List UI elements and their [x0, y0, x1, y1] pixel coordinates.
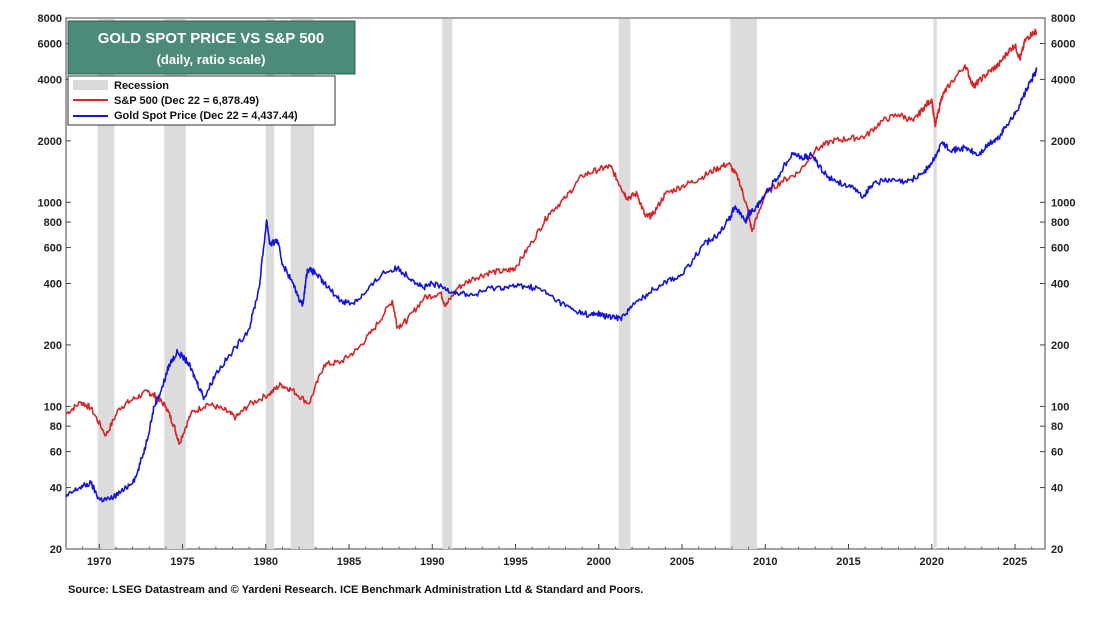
recession-bands — [97, 19, 937, 549]
y-tick-label-right-40: 40 — [1051, 483, 1063, 495]
source-note: Source: LSEG Datastream and © Yardeni Re… — [68, 584, 643, 596]
y-tick-label-right-4000: 4000 — [1051, 74, 1075, 86]
x-axis: 1970 1975 1980 1985 1990 1995 2000 2005 2010 2015… — [65, 544, 1033, 568]
legend-sp500-label: S&P 500 (Dec 22 = 6,878.49) — [114, 95, 259, 107]
y-tick-label-left-2000: 2000 — [38, 136, 62, 148]
y-tick-label-right-200: 200 — [1051, 340, 1069, 352]
recession-band-4 — [442, 19, 453, 549]
recession-band-3 — [290, 19, 315, 549]
y-tick-label-right-20: 20 — [1051, 544, 1063, 556]
x-tick-label-1980: 1980 — [254, 556, 278, 568]
recession-band-6 — [730, 19, 757, 549]
x-tick-label-2025: 2025 — [1003, 556, 1027, 568]
y-tick-label-right-8000: 8000 — [1051, 13, 1075, 25]
legend-box — [67, 75, 336, 126]
y-tick-label-left-6000: 6000 — [38, 38, 62, 50]
y-tick-label-right-1000: 1000 — [1051, 197, 1075, 209]
legend-recession-swatch — [73, 80, 108, 90]
y-tick-label-left-400: 400 — [44, 279, 62, 291]
y-tick-label-right-600: 600 — [1051, 243, 1069, 255]
y-tick-label-left-4000: 4000 — [38, 74, 62, 86]
x-tick-label-2005: 2005 — [670, 556, 694, 568]
y-tick-label-right-2000: 2000 — [1051, 136, 1075, 148]
y-tick-label-right-60: 60 — [1051, 447, 1063, 459]
legend-recession-label: Recession — [114, 80, 169, 92]
y-tick-label-left-1000: 1000 — [38, 197, 62, 209]
series-line-sp500 — [65, 28, 1038, 445]
y-tick-label-left-8000: 8000 — [38, 13, 62, 25]
y-tick-label-left-200: 200 — [44, 340, 62, 352]
title-box: GOLD SPOT PRICE VS S&P 500 (daily, ratio… — [67, 20, 356, 75]
title-background — [67, 20, 356, 75]
series-lines — [65, 28, 1038, 503]
y-tick-label-left-100: 100 — [44, 401, 62, 413]
y-tick-label-left-20: 20 — [50, 544, 62, 556]
x-tick-label-1970: 1970 — [87, 556, 111, 568]
y-tick-label-right-80: 80 — [1051, 421, 1063, 433]
recession-band-2 — [265, 19, 275, 549]
y-tick-label-left-80: 80 — [50, 421, 62, 433]
y-axis: 20 20 40 40 60 60 80 80 100 100 200 200 400 400 600 600… — [38, 13, 1076, 556]
series-line-gold — [65, 67, 1038, 503]
y-tick-label-right-100: 100 — [1051, 401, 1069, 413]
legend: Recession S&P 500 (Dec 22 = 6,878.49) Go… — [67, 75, 336, 126]
x-tick-label-1975: 1975 — [170, 556, 194, 568]
x-tick-label-1990: 1990 — [420, 556, 444, 568]
x-tick-label-1985: 1985 — [337, 556, 361, 568]
recession-band-0 — [97, 19, 115, 549]
y-tick-label-left-60: 60 — [50, 447, 62, 459]
y-tick-label-left-40: 40 — [50, 483, 62, 495]
y-tick-label-left-600: 600 — [44, 243, 62, 255]
x-tick-label-2010: 2010 — [753, 556, 777, 568]
x-tick-label-1995: 1995 — [503, 556, 527, 568]
y-tick-label-right-400: 400 — [1051, 279, 1069, 291]
y-tick-label-left-800: 800 — [44, 217, 62, 229]
chart-title: GOLD SPOT PRICE VS S&P 500 — [98, 30, 324, 47]
recession-band-5 — [618, 19, 631, 549]
x-tick-label-2000: 2000 — [587, 556, 611, 568]
recession-band-7 — [933, 19, 937, 549]
y-tick-label-right-6000: 6000 — [1051, 38, 1075, 50]
legend-gold-label: Gold Spot Price (Dec 22 = 4,437.44) — [114, 110, 298, 122]
x-tick-label-2020: 2020 — [920, 556, 944, 568]
y-tick-label-right-800: 800 — [1051, 217, 1069, 229]
x-tick-label-2015: 2015 — [836, 556, 860, 568]
chart-subtitle: (daily, ratio scale) — [157, 52, 266, 67]
